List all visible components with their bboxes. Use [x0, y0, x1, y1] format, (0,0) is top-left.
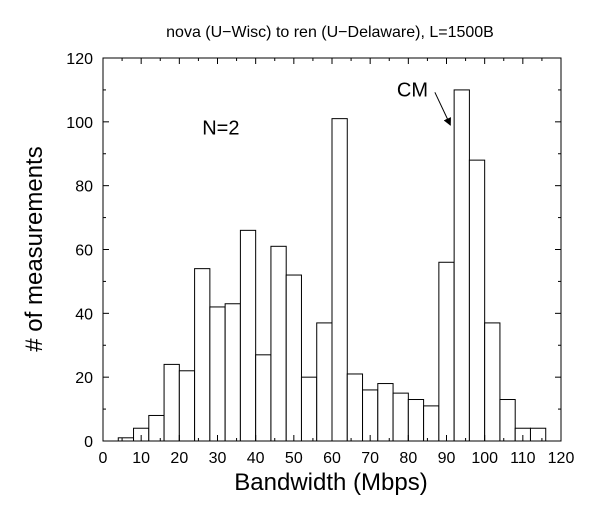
histogram-bar: [209, 306, 226, 442]
x-tick-label: 60: [323, 450, 341, 467]
x-tick-label: 30: [209, 450, 227, 467]
histogram-bar: [270, 245, 287, 442]
y-tick-label: 100: [66, 115, 93, 132]
histogram-bar: [194, 268, 211, 442]
histogram-bar: [224, 303, 241, 442]
y-tick-label: 40: [75, 306, 93, 323]
y-axis-label: # of measurements: [21, 146, 48, 351]
histogram-bar: [423, 405, 440, 442]
x-tick-label: 80: [399, 450, 417, 467]
x-tick-label: 50: [285, 450, 303, 467]
histogram-bar: [148, 414, 165, 442]
cm-annotation-label: CM: [397, 79, 428, 101]
histogram-bar: [300, 376, 318, 442]
y-tick-label: 0: [84, 434, 93, 451]
x-tick-label: 10: [132, 450, 150, 467]
histogram-bar: [346, 373, 364, 442]
x-tick-label: 120: [548, 450, 575, 467]
x-tick-label: 90: [438, 450, 456, 467]
histogram-bar: [285, 274, 302, 442]
histogram-bar: [377, 383, 394, 442]
histogram-bar: [529, 427, 547, 442]
histogram-bar: [316, 322, 333, 442]
histogram-bar: [499, 399, 516, 442]
x-tick-label: 110: [510, 450, 536, 467]
histogram-bar: [255, 354, 272, 442]
y-tick-label: 80: [75, 179, 93, 196]
histogram-bar: [178, 370, 196, 442]
histogram-bar: [407, 399, 425, 442]
histogram-bar: [331, 118, 348, 442]
chart-title: nova (U−Wisc) to ren (U−Delaware), L=150…: [166, 24, 494, 41]
histogram-bars: [117, 89, 547, 442]
histogram-bar: [453, 89, 470, 442]
x-tick-label: 20: [170, 450, 188, 467]
y-tick-label: 20: [75, 370, 93, 387]
annotation-arrow: [434, 92, 451, 126]
histogram-bar: [484, 322, 501, 442]
x-tick-label: 0: [99, 450, 108, 467]
histogram-bar: [468, 159, 486, 442]
y-tick-label: 60: [75, 243, 93, 260]
histogram-bar: [163, 363, 180, 442]
x-tick-label: 40: [247, 450, 265, 467]
annotations: N=2 CM: [202, 79, 451, 140]
x-tick-label: 70: [361, 450, 379, 467]
x-axis-label: Bandwidth (Mbps): [234, 469, 427, 496]
plot-frame: [102, 57, 562, 442]
histogram-bar: [438, 261, 455, 442]
n-annotation-label: N=2: [202, 118, 239, 140]
y-axis-ticks: 0 20 40 60 80 100 120: [66, 51, 561, 451]
histogram-bar: [362, 389, 379, 442]
histogram-bar: [239, 229, 257, 442]
x-axis-ticks: 0 10 20 30 40 50 60 70 80 90 100 110 120: [99, 58, 575, 467]
x-tick-label: 100: [471, 450, 498, 467]
histogram-bar: [392, 392, 409, 442]
y-tick-label: 120: [66, 51, 93, 68]
